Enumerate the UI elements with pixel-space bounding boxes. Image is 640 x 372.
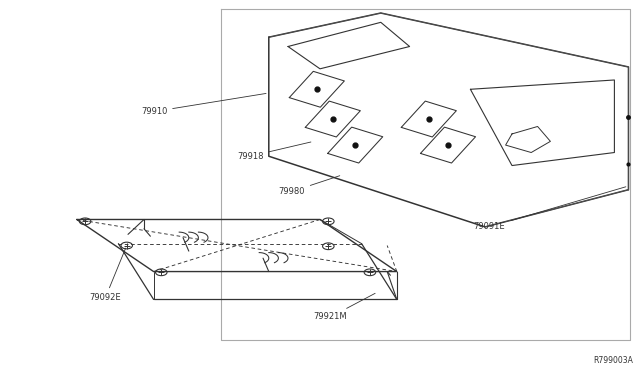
- Text: 79980: 79980: [278, 176, 340, 196]
- Text: 79092E: 79092E: [90, 248, 125, 302]
- Text: 79910: 79910: [141, 93, 266, 116]
- Text: 79918: 79918: [237, 142, 311, 161]
- Text: R799003A: R799003A: [594, 356, 634, 365]
- Text: 79091E: 79091E: [474, 187, 626, 231]
- Text: 79921M: 79921M: [314, 293, 375, 321]
